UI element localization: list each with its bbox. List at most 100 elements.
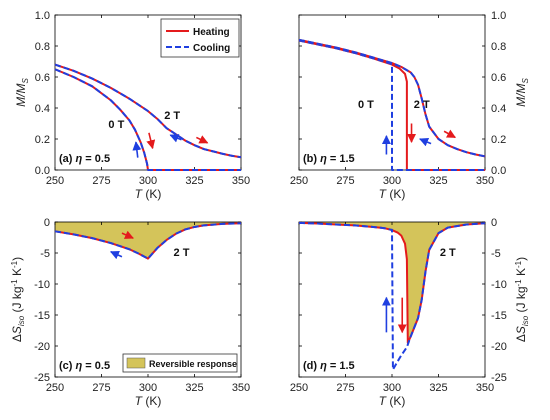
x-axis-label-symbol: T [379,394,388,408]
curve-annotation: 0 T [358,99,374,111]
heating-arrow [121,230,134,239]
panel-label-symbol: η [320,360,327,372]
x-axis-label: T (K) [379,187,406,201]
curve-annotation: 2 T [174,247,190,259]
y-tick-label: 1.0 [35,10,50,22]
legend-label-heating: Heating [193,27,230,38]
y-tick-label: -25 [491,372,507,384]
legend-label-cooling: Cooling [193,43,230,54]
x-tick-label: 350 [232,382,250,394]
axes-box [298,14,486,171]
legend: Heating Cooling [160,18,240,58]
x-tick-label: 275 [92,382,110,394]
curve-annotation: 2 T [414,99,430,111]
x-tick-label: 300 [383,382,401,394]
y-axis-label: M/MS [514,78,530,107]
y-axis-label-sup2: -1 [10,260,19,268]
x-tick-label: 275 [336,382,354,394]
panel-a: 250 275 300 325 350 0.0 0.2 0.4 0.6 0.8 1.0 T (K) M/… [14,10,250,201]
y-axis-label-close: ) [514,257,528,261]
cooling-arrow [132,141,142,158]
y-axis-label-unit2: K [514,268,528,279]
series-cooling-line [298,39,485,171]
y-axis-label-base: M/M [514,84,528,107]
y-tick-label: 0.6 [491,72,506,84]
panel-label-symbol: η [320,153,327,165]
series-cooling-line [54,222,242,260]
x-tick-label: 300 [383,175,401,187]
x-axis-label-unit: (K) [386,394,405,408]
x-tick-label: 250 [290,175,308,187]
y-axis-label: ΔSiso (J kg-1 K-1) [10,257,26,342]
y-axis-label-unit: (J kg [10,286,24,315]
y-tick-label: 0.0 [35,165,50,177]
panel-label-value: = 0.5 [82,153,110,165]
y-axis-label-symbol: S [10,326,24,334]
reversible-fill [55,222,241,259]
panel-label-symbol: η [76,360,83,372]
x-axis-label: T (K) [135,187,162,201]
panel-label-symbol: η [76,153,83,165]
series-cooling-line [298,221,486,371]
panel-label-id: (b) [303,153,320,165]
x-tick-label: 325 [185,382,203,394]
panel-label-value: = 0.5 [82,360,110,372]
curve-annotation: 2 T [164,110,180,122]
y-tick-label: 0.4 [491,103,506,115]
series-cooling-line [298,38,486,158]
y-axis-label-sub: S [521,78,530,84]
y-tick-label: 0.2 [35,134,50,146]
y-axis-label-delta: Δ [10,334,24,342]
x-axis-label-unit: (K) [142,187,161,201]
legend-box [122,353,238,373]
x-tick-label: 325 [429,175,447,187]
y-axis-label-unit: (J kg [514,286,528,315]
y-axis-label-unit2: K [10,268,24,279]
panel-label: (b) η = 1.5 [303,153,355,165]
x-axis-label-unit: (K) [386,187,405,201]
x-tick-label: 350 [476,175,494,187]
panel-label: (a) η = 0.5 [59,153,110,165]
legend-box [160,18,240,58]
panel-label-id: (c) [59,360,76,372]
y-axis-label-sup2: -1 [514,260,523,268]
y-tick-label: -15 [34,310,50,322]
legend-swatch-fill [126,357,146,369]
x-tick-label: 350 [232,175,250,187]
x-axis-label: T (K) [379,394,406,408]
y-tick-label: 1.0 [491,10,506,22]
y-tick-label: -10 [34,279,50,291]
x-axis-label: T (K) [135,394,162,408]
y-axis-label-sub: iso [17,315,26,326]
x-tick-label: 325 [429,382,447,394]
y-axis-label-sup: -1 [514,279,523,287]
panel-label: (d) η = 1.5 [303,360,355,372]
legend-label-reversible: Reversible response [149,359,237,369]
panel-label-value: = 1.5 [327,360,355,372]
y-tick-label: 0.8 [491,41,506,53]
y-axis-label-delta: Δ [514,334,528,342]
panel-d: 250 275 300 325 350-25 -20 -15 -10 -5 0 T (K) ΔSiso… [290,217,530,408]
series-cooling-line [54,63,242,159]
legend: Reversible response [122,353,238,373]
panel-label-value: = 1.5 [327,153,355,165]
panel-label-id: (a) [59,153,76,165]
x-axis-label-symbol: T [379,187,388,201]
y-tick-label: 0.2 [491,134,506,146]
curve-annotation: 0 T [108,119,124,131]
panel-c: 250 275 300 325 350 -25 -20 -15 -10 -5 0 T (K) ΔSiso… [10,217,250,408]
x-tick-label: 300 [139,382,157,394]
y-tick-label: 0 [44,217,50,229]
y-tick-label: -10 [491,279,507,291]
y-axis-label: ΔSiso (J kg-1 K-1) [514,257,530,342]
x-tick-label: 325 [185,175,203,187]
x-tick-label: 275 [92,175,110,187]
y-axis-label-sub: iso [521,315,530,326]
y-tick-label: -25 [34,372,50,384]
panel-label-id: (d) [303,360,320,372]
y-tick-label: -5 [40,248,50,260]
y-tick-label: -5 [491,248,501,260]
heating-arrow [196,135,209,144]
y-tick-label: -20 [34,341,50,353]
